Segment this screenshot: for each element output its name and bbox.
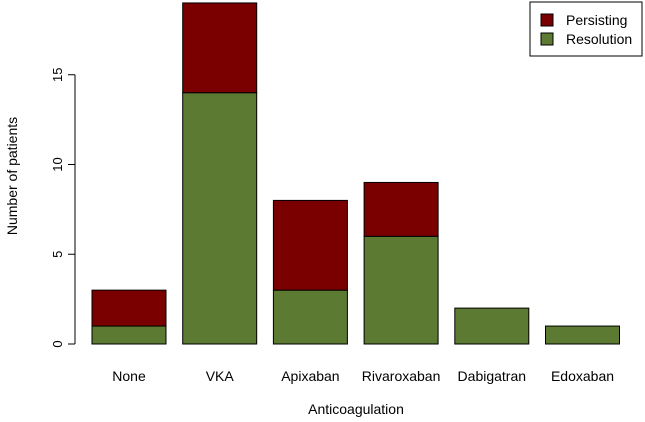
x-tick-label: None: [112, 368, 146, 384]
x-axis-title: Anticoagulation: [308, 401, 404, 417]
legend-box: [529, 1, 643, 57]
x-axis-labels: None VKA Apixaban Rivaroxaban Dabigatran Edox…: [112, 368, 614, 384]
x-tick-label: Rivaroxaban: [362, 368, 441, 384]
y-tick-label: 15: [50, 68, 65, 82]
x-tick-label: Apixaban: [281, 368, 339, 384]
bar-resolution-apixaban: [272, 289, 348, 345]
bar-resolution-none: [91, 325, 167, 345]
x-tick-label: Edoxaban: [551, 368, 614, 384]
legend-label-resolution: Resolution: [566, 31, 632, 47]
bar-persisting-vka: [182, 2, 258, 94]
bar-resolution-edoxaban: [545, 325, 620, 345]
bars: [91, 2, 620, 345]
x-tick-label: Dabigatran: [458, 368, 527, 384]
y-tick-label: 0: [50, 340, 65, 347]
bar-persisting-apixaban: [272, 199, 348, 291]
bar-resolution-dabigatran: [454, 307, 530, 345]
y-tick-label: 5: [50, 251, 65, 258]
bar-resolution-rivaroxaban: [363, 235, 439, 345]
y-tick-label: 10: [50, 157, 65, 171]
legend: Persisting Resolution: [529, 1, 643, 57]
legend-swatch-persisting: [540, 13, 554, 27]
bar-resolution-vka: [182, 92, 258, 345]
legend-label-persisting: Persisting: [566, 12, 627, 28]
bar-persisting-none: [91, 289, 167, 327]
legend-swatch-resolution: [540, 32, 554, 46]
y-axis: 0 5 10 15: [50, 68, 76, 348]
bar-persisting-rivaroxaban: [363, 181, 439, 237]
y-axis-title: Number of patients: [4, 117, 20, 235]
x-tick-label: VKA: [206, 368, 235, 384]
